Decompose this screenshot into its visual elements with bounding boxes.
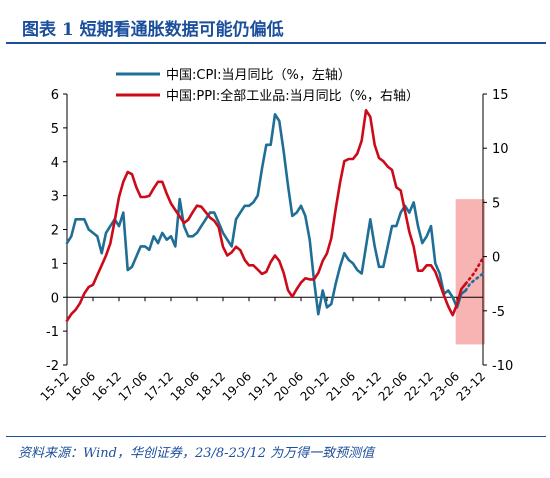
y-left-tick-label: 2 xyxy=(51,224,59,239)
forecast-shade xyxy=(455,199,485,345)
y-left-tick-label: 5 xyxy=(51,122,59,137)
y-left-tick-label: 1 xyxy=(51,257,59,272)
series-forecast-ppi xyxy=(464,256,485,286)
footer-rule xyxy=(6,436,546,437)
y-left-tick-label: 0 xyxy=(51,291,59,306)
x-tick-label: 23-12 xyxy=(454,369,489,404)
y-left-tick-label: -2 xyxy=(46,359,59,374)
y-left-tick-label: 6 xyxy=(51,88,59,103)
legend-label-cpi: 中国:CPI:当月同比（%，左轴） xyxy=(166,68,351,83)
series-line-ppi xyxy=(65,109,468,322)
plot-area: -2-10123456-10-505101515-1216-0616-1217-… xyxy=(38,88,514,404)
legend-label-ppi: 中国:PPI:全部工业品:当月同比（%，右轴） xyxy=(166,88,419,104)
y-right-tick-label: 5 xyxy=(492,196,500,211)
legend: 中国:CPI:当月同比（%，左轴） 中国:PPI:全部工业品:当月同比（%，右轴… xyxy=(116,68,419,104)
figure-header: 图表 1 短期看通胀数据可能仍偏低 xyxy=(6,6,546,44)
y-right-tick-label: -5 xyxy=(492,305,505,320)
series-forecast-cpi xyxy=(464,272,485,292)
y-left-tick-label: -1 xyxy=(46,325,59,340)
y-right-tick-label: 15 xyxy=(492,88,509,103)
header-rule xyxy=(6,42,546,44)
figure-title: 图表 1 短期看通胀数据可能仍偏低 xyxy=(22,20,284,40)
series-line-cpi xyxy=(65,113,468,316)
y-right-tick-label: 0 xyxy=(492,251,500,266)
y-left-tick-label: 4 xyxy=(51,156,59,171)
y-left-tick-label: 3 xyxy=(51,190,59,205)
y-right-tick-label: -10 xyxy=(492,359,513,374)
source-note: 资料来源：Wind，华创证券，23/8-23/12 为万得一致预测值 xyxy=(18,446,375,461)
y-right-tick-label: 10 xyxy=(492,142,509,157)
